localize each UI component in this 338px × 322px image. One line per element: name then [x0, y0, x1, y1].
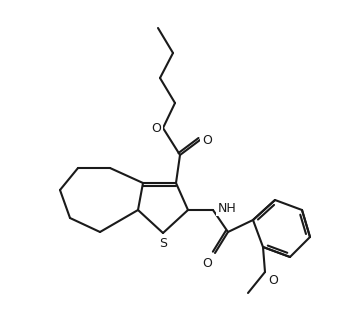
Text: NH: NH [218, 202, 237, 214]
Text: O: O [268, 274, 278, 287]
Text: O: O [241, 298, 251, 311]
Text: S: S [159, 237, 167, 250]
Text: O: O [202, 134, 212, 147]
Text: O: O [151, 121, 161, 135]
Text: O: O [202, 257, 212, 270]
